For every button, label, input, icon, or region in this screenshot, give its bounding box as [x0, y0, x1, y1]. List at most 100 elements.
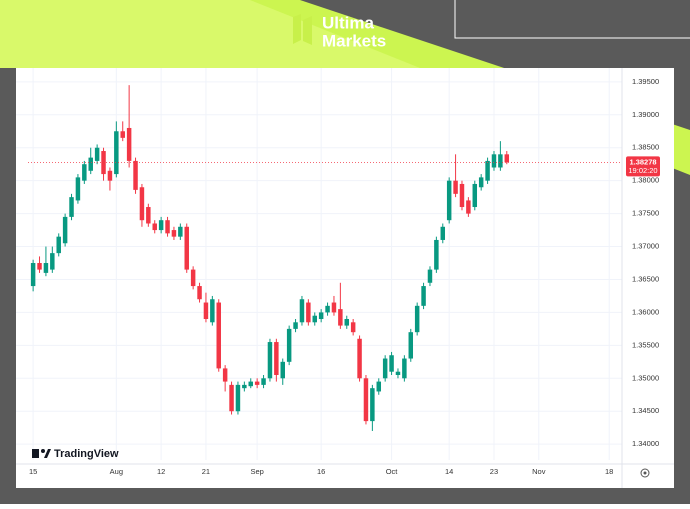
candle-body [82, 164, 87, 181]
candle-body [299, 299, 305, 323]
x-tick-label: 18 [605, 467, 613, 476]
candle-body [37, 263, 42, 270]
y-tick-label: 1.34000 [632, 439, 659, 448]
candle-body [280, 361, 285, 379]
countdown-label: 19:02:20 [628, 166, 657, 175]
x-tick-label: 14 [445, 467, 453, 476]
candle-body [88, 157, 93, 171]
x-tick-label: 12 [157, 467, 165, 476]
watermark: TradingView [32, 448, 119, 460]
candle-body [382, 358, 388, 379]
candle-body [248, 381, 253, 387]
brand-name: Ultima [322, 13, 375, 32]
candle-body [75, 177, 81, 201]
y-tick-label: 1.39500 [632, 77, 659, 86]
x-tick-label: Oct [386, 467, 399, 476]
settings-button[interactable] [640, 468, 650, 478]
candle-body [190, 269, 196, 287]
candle-body [402, 358, 407, 379]
candle-body [165, 220, 170, 234]
candle-body [370, 388, 375, 422]
plot: 1.34000 1.34500 1.35000 1.35500 1.36000 1.365… [16, 68, 674, 488]
candle-body [357, 338, 362, 379]
accent-band-light [0, 0, 420, 68]
candle-body [30, 263, 36, 287]
candle-body [178, 226, 183, 237]
candle-body [126, 127, 132, 161]
y-tick-label: 1.34500 [632, 406, 659, 415]
candle-body [306, 302, 311, 323]
candle-body [466, 200, 471, 214]
candle-body [242, 384, 247, 389]
candle-body [222, 368, 228, 382]
candle-body [472, 183, 478, 208]
candle-body [216, 302, 221, 369]
x-tick-label: 16 [317, 467, 325, 476]
settings-icon[interactable] [640, 468, 650, 478]
settings-icon[interactable] [643, 471, 647, 475]
candle-body [56, 236, 61, 254]
candle-body [120, 131, 125, 138]
candle-body [498, 154, 503, 168]
x-tick-label: Sep [250, 467, 263, 476]
candle-body [235, 384, 241, 412]
x-tick-label: 15 [29, 467, 37, 476]
y-tick-label: 1.35000 [632, 373, 659, 382]
brand-logo: Ultima Markets [293, 13, 386, 50]
last-price-tag [626, 156, 660, 177]
logo-mark [303, 16, 312, 45]
y-tick-label: 1.39000 [632, 110, 659, 119]
candle-body [94, 147, 100, 161]
candle-body [485, 160, 490, 181]
y-tick-label: 1.37000 [632, 242, 659, 251]
candle-body [478, 177, 484, 188]
logo-mark [293, 14, 301, 44]
x-tick-label: Aug [110, 467, 123, 476]
y-tick-label: 1.36500 [632, 274, 659, 283]
candle-body [43, 263, 49, 273]
candle-body [158, 220, 164, 231]
candle-body [440, 226, 446, 240]
candle-body [293, 322, 298, 329]
candle-body [395, 371, 401, 375]
candle-body [171, 230, 177, 237]
y-tick-label: 1.35500 [632, 340, 659, 349]
candle-body [184, 226, 189, 270]
candle-body [210, 299, 215, 323]
candle-body [254, 381, 260, 385]
watermark-icon [44, 449, 51, 458]
candle-body [331, 302, 337, 313]
chart-panel [16, 68, 674, 488]
x-tick-label: Nov [532, 467, 546, 476]
candle-body [446, 180, 452, 221]
y-tick-label: 1.38500 [632, 143, 659, 152]
y-tick-label: 1.38000 [632, 176, 659, 185]
candle-body [139, 187, 145, 221]
candle-body [453, 180, 458, 194]
candle-body [286, 328, 292, 362]
candle-body [152, 223, 157, 231]
candle-body [318, 312, 324, 320]
candle-body [344, 319, 350, 326]
candle-body [434, 239, 439, 270]
y-tick-label: 1.37500 [632, 209, 659, 218]
candle-body [427, 269, 433, 283]
candle-body [504, 154, 510, 163]
candle-body [50, 253, 55, 270]
candle-body [133, 160, 138, 190]
candle-body [491, 154, 497, 168]
watermark-icon [32, 449, 39, 458]
candle-body [203, 302, 209, 320]
candle-body [325, 305, 330, 313]
candle-body [274, 342, 279, 375]
brand-name: Markets [322, 31, 386, 50]
candle-body [363, 378, 369, 422]
candle-body [338, 309, 343, 326]
candle-body [261, 378, 266, 385]
candle-body [421, 286, 426, 306]
y-tick-label: 1.36000 [632, 307, 659, 316]
candle-body [146, 207, 151, 224]
watermark-text: TradingView [54, 448, 119, 460]
candle-body [414, 305, 420, 333]
candle-body [459, 183, 465, 208]
